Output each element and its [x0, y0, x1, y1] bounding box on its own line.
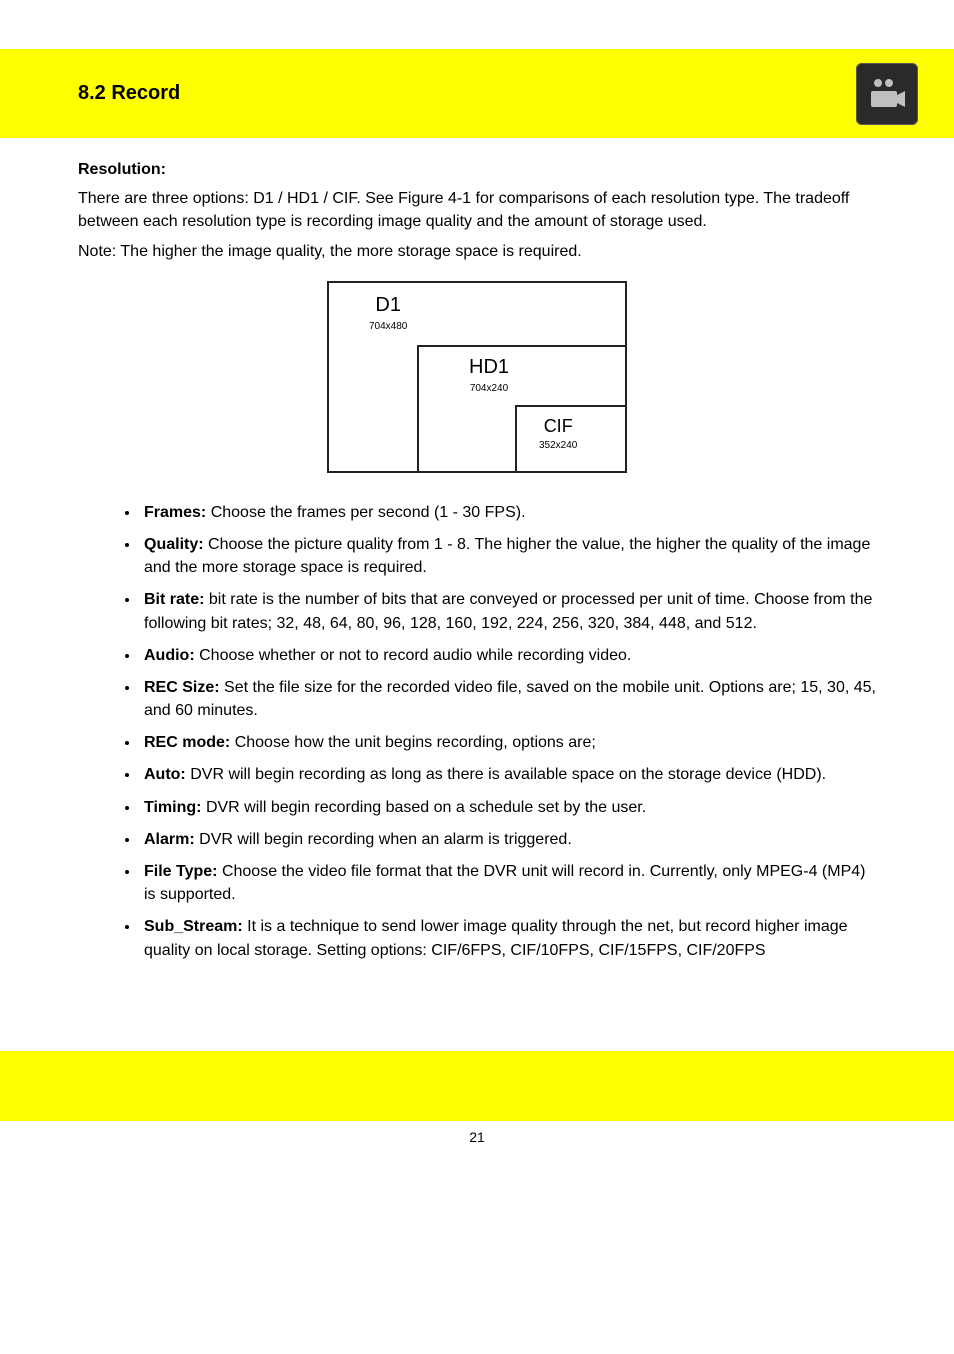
setting-label: Audio: [144, 647, 195, 664]
setting-text: It is a technique to send lower image qu… [144, 918, 848, 958]
setting-label: REC mode: [144, 734, 230, 751]
setting-label: File Type: [144, 863, 218, 880]
setting-text: bit rate is the number of bits that are … [144, 591, 872, 631]
hd1-name: HD1 [469, 353, 509, 382]
hd1-dims: 704x240 [469, 382, 509, 397]
section-title: 8.2 Record [0, 82, 856, 105]
list-item: Quality: Choose the picture quality from… [140, 533, 876, 579]
settings-list: Frames: Choose the frames per second (1 … [78, 501, 876, 962]
page-number: 21 [0, 1121, 954, 1163]
footer-bar [0, 1051, 954, 1121]
list-item: Timing: DVR will begin recording based o… [140, 796, 876, 819]
setting-label: Timing: [144, 799, 201, 816]
list-item: File Type: Choose the video file format … [140, 860, 876, 906]
resolution-heading: Resolution: [78, 158, 876, 181]
diagram-hd1-box: HD1 704x240 CIF 352x240 [417, 345, 627, 473]
list-item: Audio: Choose whether or not to record a… [140, 644, 876, 667]
diagram-cif-box: CIF 352x240 [515, 405, 627, 473]
setting-text: DVR will begin recording as long as ther… [190, 766, 826, 783]
page-root: 8.2 Record Resolution: There are three o… [0, 49, 954, 1163]
setting-text: DVR will begin recording based on a sche… [206, 799, 646, 816]
setting-label: Frames: [144, 504, 206, 521]
diagram-d1-box: D1 704x480 HD1 704x240 CIF 352x240 [327, 281, 627, 473]
setting-text: Choose whether or not to record audio wh… [199, 647, 631, 664]
list-item: Bit rate: bit rate is the number of bits… [140, 588, 876, 634]
setting-text: Choose how the unit begins recording, op… [235, 734, 596, 751]
setting-text: Set the file size for the recorded video… [144, 679, 876, 719]
setting-text: Choose the picture quality from 1 - 8. T… [144, 536, 870, 576]
list-item: REC mode: Choose how the unit begins rec… [140, 731, 876, 754]
d1-dims: 704x480 [369, 320, 407, 335]
resolution-body: There are three options: D1 / HD1 / CIF.… [78, 187, 876, 233]
setting-label: Auto: [144, 766, 186, 783]
camera-icon [856, 63, 918, 125]
setting-label: REC Size: [144, 679, 220, 696]
setting-text: Choose the video file format that the DV… [144, 863, 865, 903]
content-area: Resolution: There are three options: D1 … [0, 138, 954, 1011]
cif-label: CIF 352x240 [539, 413, 577, 454]
header-bar: 8.2 Record [0, 49, 954, 138]
resolution-note: Note: The higher the image quality, the … [78, 240, 876, 263]
setting-label: Bit rate: [144, 591, 204, 608]
setting-label: Alarm: [144, 831, 195, 848]
list-item: Alarm: DVR will begin recording when an … [140, 828, 876, 851]
setting-label: Quality: [144, 536, 204, 553]
resolution-diagram: D1 704x480 HD1 704x240 CIF 352x240 [78, 281, 876, 473]
setting-label: Sub_Stream: [144, 918, 243, 935]
cif-name: CIF [539, 413, 577, 439]
list-item: REC Size: Set the file size for the reco… [140, 676, 876, 722]
cif-dims: 352x240 [539, 439, 577, 454]
setting-text: Choose the frames per second (1 - 30 FPS… [211, 504, 526, 521]
d1-name: D1 [369, 291, 407, 320]
hd1-label: HD1 704x240 [469, 353, 509, 397]
setting-text: DVR will begin recording when an alarm i… [199, 831, 572, 848]
list-item: Sub_Stream: It is a technique to send lo… [140, 915, 876, 961]
d1-label: D1 704x480 [369, 291, 407, 335]
list-item: Auto: DVR will begin recording as long a… [140, 763, 876, 786]
list-item: Frames: Choose the frames per second (1 … [140, 501, 876, 524]
